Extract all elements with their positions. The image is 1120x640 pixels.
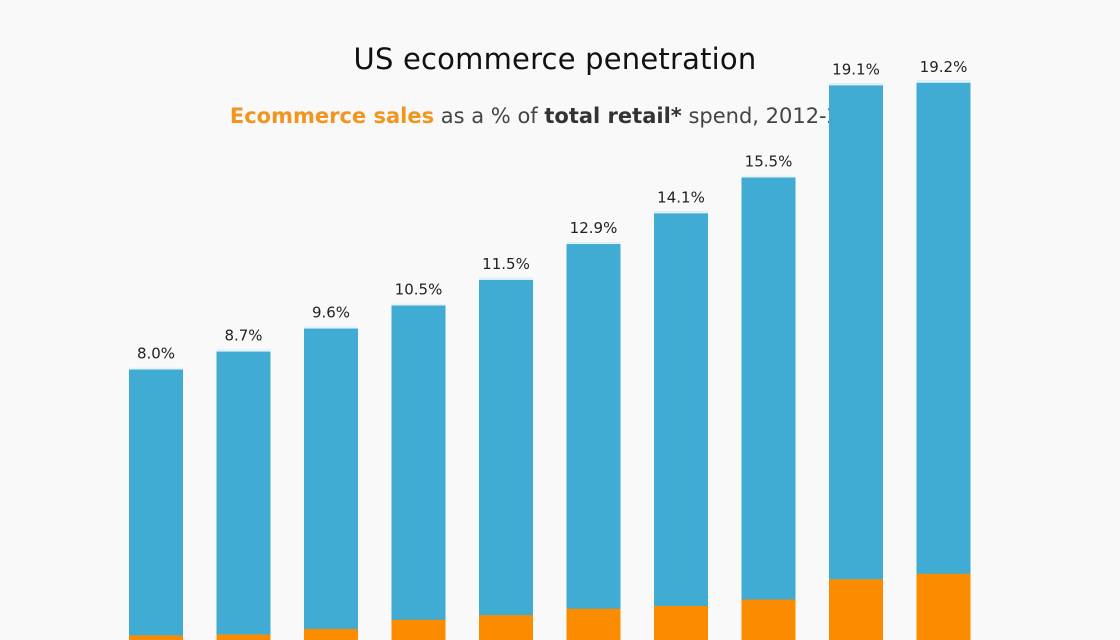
bar-ecommerce-2019 — [741, 599, 796, 640]
bar-ecommerce-2015 — [391, 619, 446, 640]
data-label-2018: 14.1% — [657, 188, 705, 206]
data-label-2017: 12.9% — [570, 219, 618, 237]
subtitle-ecommerce-series: Ecommerce sales — [229, 104, 435, 128]
bar-ecommerce-2012 — [129, 635, 183, 640]
bar-top-highlight-2015 — [391, 303, 446, 306]
bar-ecommerce-2016 — [479, 615, 533, 640]
subtitle-retail-series: total retail* — [544, 104, 682, 128]
bar-top-highlight-2021 — [916, 80, 971, 83]
bar-top-highlight-2014 — [304, 326, 358, 329]
chart-title: US ecommerce penetration — [353, 42, 757, 76]
bar-total-retail-2016 — [479, 277, 533, 640]
data-label-2012: 8.0% — [137, 345, 175, 363]
bar-total-retail-2014 — [304, 326, 358, 640]
subtitle-middle-text: as a % of — [440, 104, 538, 128]
bar-top-highlight-2018 — [654, 211, 708, 214]
data-label-2015: 10.5% — [395, 281, 443, 299]
data-label-2013: 8.7% — [224, 327, 262, 345]
bar-total-retail-2017 — [566, 242, 621, 640]
data-label-2016: 11.5% — [482, 255, 530, 273]
bar-top-highlight-2019 — [741, 175, 796, 178]
bar-top-highlight-2012 — [129, 367, 183, 370]
data-label-2019: 15.5% — [745, 153, 793, 171]
chart-subtitle: Ecommerce sales as a % of total retail* … — [0, 104, 1110, 128]
bar-ecommerce-2014 — [304, 628, 358, 640]
data-label-2020: 19.1% — [832, 60, 880, 78]
data-label-2021: 19.2% — [920, 58, 968, 76]
bar-top-highlight-2017 — [566, 242, 621, 245]
bar-total-retail-2020 — [829, 83, 883, 640]
bar-total-retail-2013 — [216, 349, 271, 640]
bar-total-retail-2019 — [741, 175, 796, 640]
bar-top-highlight-2016 — [479, 277, 533, 280]
bar-total-retail-2021 — [916, 80, 971, 640]
data-label-2014: 9.6% — [312, 304, 350, 322]
bar-ecommerce-2013 — [216, 634, 271, 640]
bar-ecommerce-2021 — [916, 573, 971, 640]
bar-ecommerce-2018 — [654, 605, 708, 640]
bar-total-retail-2012 — [129, 367, 183, 640]
bar-top-highlight-2020 — [829, 83, 883, 86]
bar-ecommerce-2020 — [829, 579, 883, 640]
bar-total-retail-2018 — [654, 211, 708, 640]
bar-ecommerce-2017 — [566, 608, 621, 640]
bar-total-retail-2015 — [391, 303, 446, 640]
bar-top-highlight-2013 — [216, 349, 271, 352]
